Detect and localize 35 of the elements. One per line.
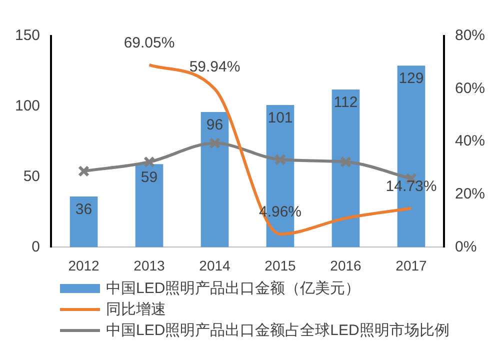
x-tick-label: 2015: [264, 257, 296, 274]
point: [144, 156, 156, 168]
y-tick-label: 100: [14, 98, 40, 115]
data-label: 101: [268, 110, 293, 127]
point: [274, 154, 286, 166]
bar: [332, 90, 360, 248]
legend-label: 中国LED照明产品出口金额（亿美元）: [106, 279, 360, 299]
y-tick-label: 0: [32, 238, 40, 256]
data-label: 59: [140, 168, 158, 186]
y-tick-label: 50: [23, 168, 40, 185]
y2-tick-label: 80%: [454, 27, 486, 44]
y2-tick-label: 0%: [454, 238, 477, 256]
data-label: 69.05%: [124, 34, 175, 52]
bar: [135, 164, 164, 248]
data-label: 96: [206, 116, 224, 134]
x-tick-label: 2016: [330, 257, 362, 274]
x-tick-label: 2014: [199, 257, 231, 274]
y2-tick-label: 40%: [454, 132, 486, 150]
x-tick-label: 2013: [134, 257, 166, 274]
legend-label: 中国LED照明产品出口金额占全球LED照明市场比例: [106, 321, 450, 341]
data-label: 112: [334, 94, 358, 112]
point: [78, 165, 90, 177]
x-tick-label: 2017: [396, 257, 428, 274]
data-label: 59.94%: [189, 58, 240, 76]
bar: [200, 112, 229, 248]
data-label: 36: [75, 201, 92, 218]
point: [340, 156, 352, 168]
legend-label: 同比增速: [106, 300, 166, 320]
y-tick-label: 150: [14, 27, 40, 44]
y2-tick-label: 60%: [454, 80, 486, 97]
x-tick-label: 2012: [68, 257, 100, 274]
bar: [70, 196, 98, 248]
data-label: 129: [398, 70, 424, 88]
y2-tick-label: 20%: [454, 186, 486, 203]
point: [209, 137, 220, 149]
